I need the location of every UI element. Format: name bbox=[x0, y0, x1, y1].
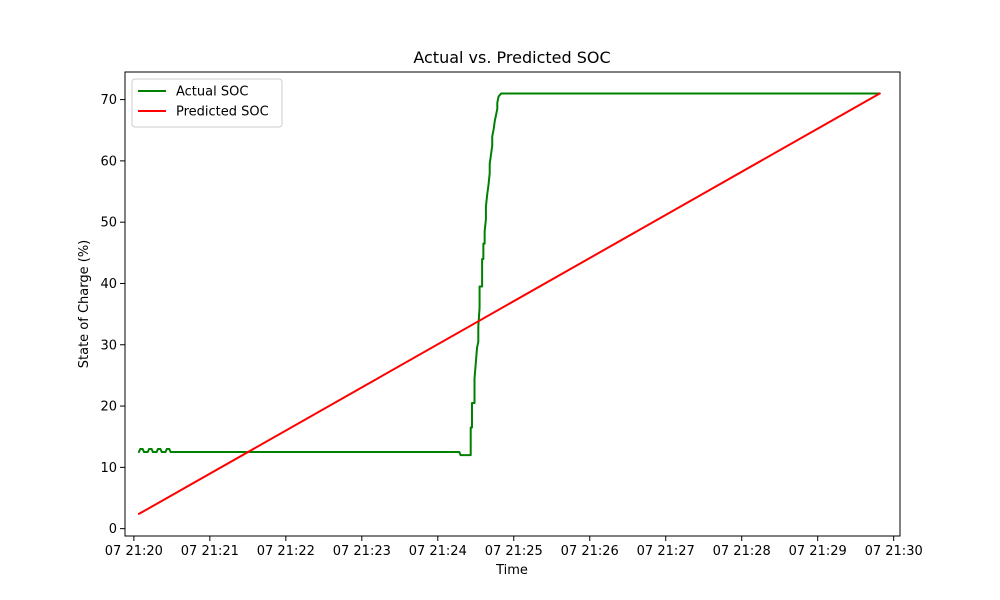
plot-area bbox=[124, 71, 901, 537]
legend-label-predicted-soc: Predicted SOC bbox=[176, 105, 269, 120]
x-tick-label: 07 21:29 bbox=[789, 544, 847, 559]
x-tick-label: 07 21:22 bbox=[257, 544, 315, 559]
x-tick-label: 07 21:20 bbox=[105, 544, 163, 559]
plot-background bbox=[125, 72, 900, 536]
series-line-actual-soc bbox=[137, 92, 881, 457]
plot-frame bbox=[124, 71, 901, 537]
x-tick-label: 07 21:25 bbox=[485, 544, 543, 559]
x-tick-label: 07 21:24 bbox=[409, 544, 467, 559]
y-axis: 0 10 20 30 40 50 60 70 bbox=[100, 93, 125, 537]
legend-label-actual-soc: Actual SOC bbox=[176, 85, 248, 100]
chart-title: Actual vs. Predicted SOC bbox=[413, 48, 610, 67]
y-tick-label: 60 bbox=[100, 154, 117, 169]
y-tick-label: 0 bbox=[109, 522, 117, 537]
x-tick-label: 07 21:23 bbox=[333, 544, 391, 559]
y-tick-label: 10 bbox=[100, 461, 117, 476]
x-tick-label: 07 21:21 bbox=[181, 544, 239, 559]
x-tick-label: 07 21:26 bbox=[561, 544, 619, 559]
x-tick-label: 07 21:28 bbox=[713, 544, 771, 559]
x-axis: 07 21:20 07 21:21 07 21:22 07 21:23 07 21:24… bbox=[105, 536, 923, 559]
y-tick-label: 20 bbox=[100, 400, 117, 415]
series-layer bbox=[137, 92, 881, 515]
y-tick-label: 50 bbox=[100, 216, 117, 231]
x-tick-label: 07 21:27 bbox=[637, 544, 695, 559]
y-axis-label: State of Charge (%) bbox=[77, 240, 92, 368]
series-line-predicted-soc bbox=[137, 92, 881, 515]
y-tick-label: 70 bbox=[100, 93, 117, 108]
legend: Actual SOC Predicted SOC bbox=[131, 78, 283, 128]
x-tick-label: 07 21:30 bbox=[865, 544, 923, 559]
y-tick-label: 40 bbox=[100, 277, 117, 292]
y-tick-label: 30 bbox=[100, 338, 117, 353]
x-axis-label: Time bbox=[495, 563, 528, 578]
legend-box bbox=[131, 78, 283, 128]
legend-items: Actual SOC Predicted SOC bbox=[138, 85, 269, 120]
